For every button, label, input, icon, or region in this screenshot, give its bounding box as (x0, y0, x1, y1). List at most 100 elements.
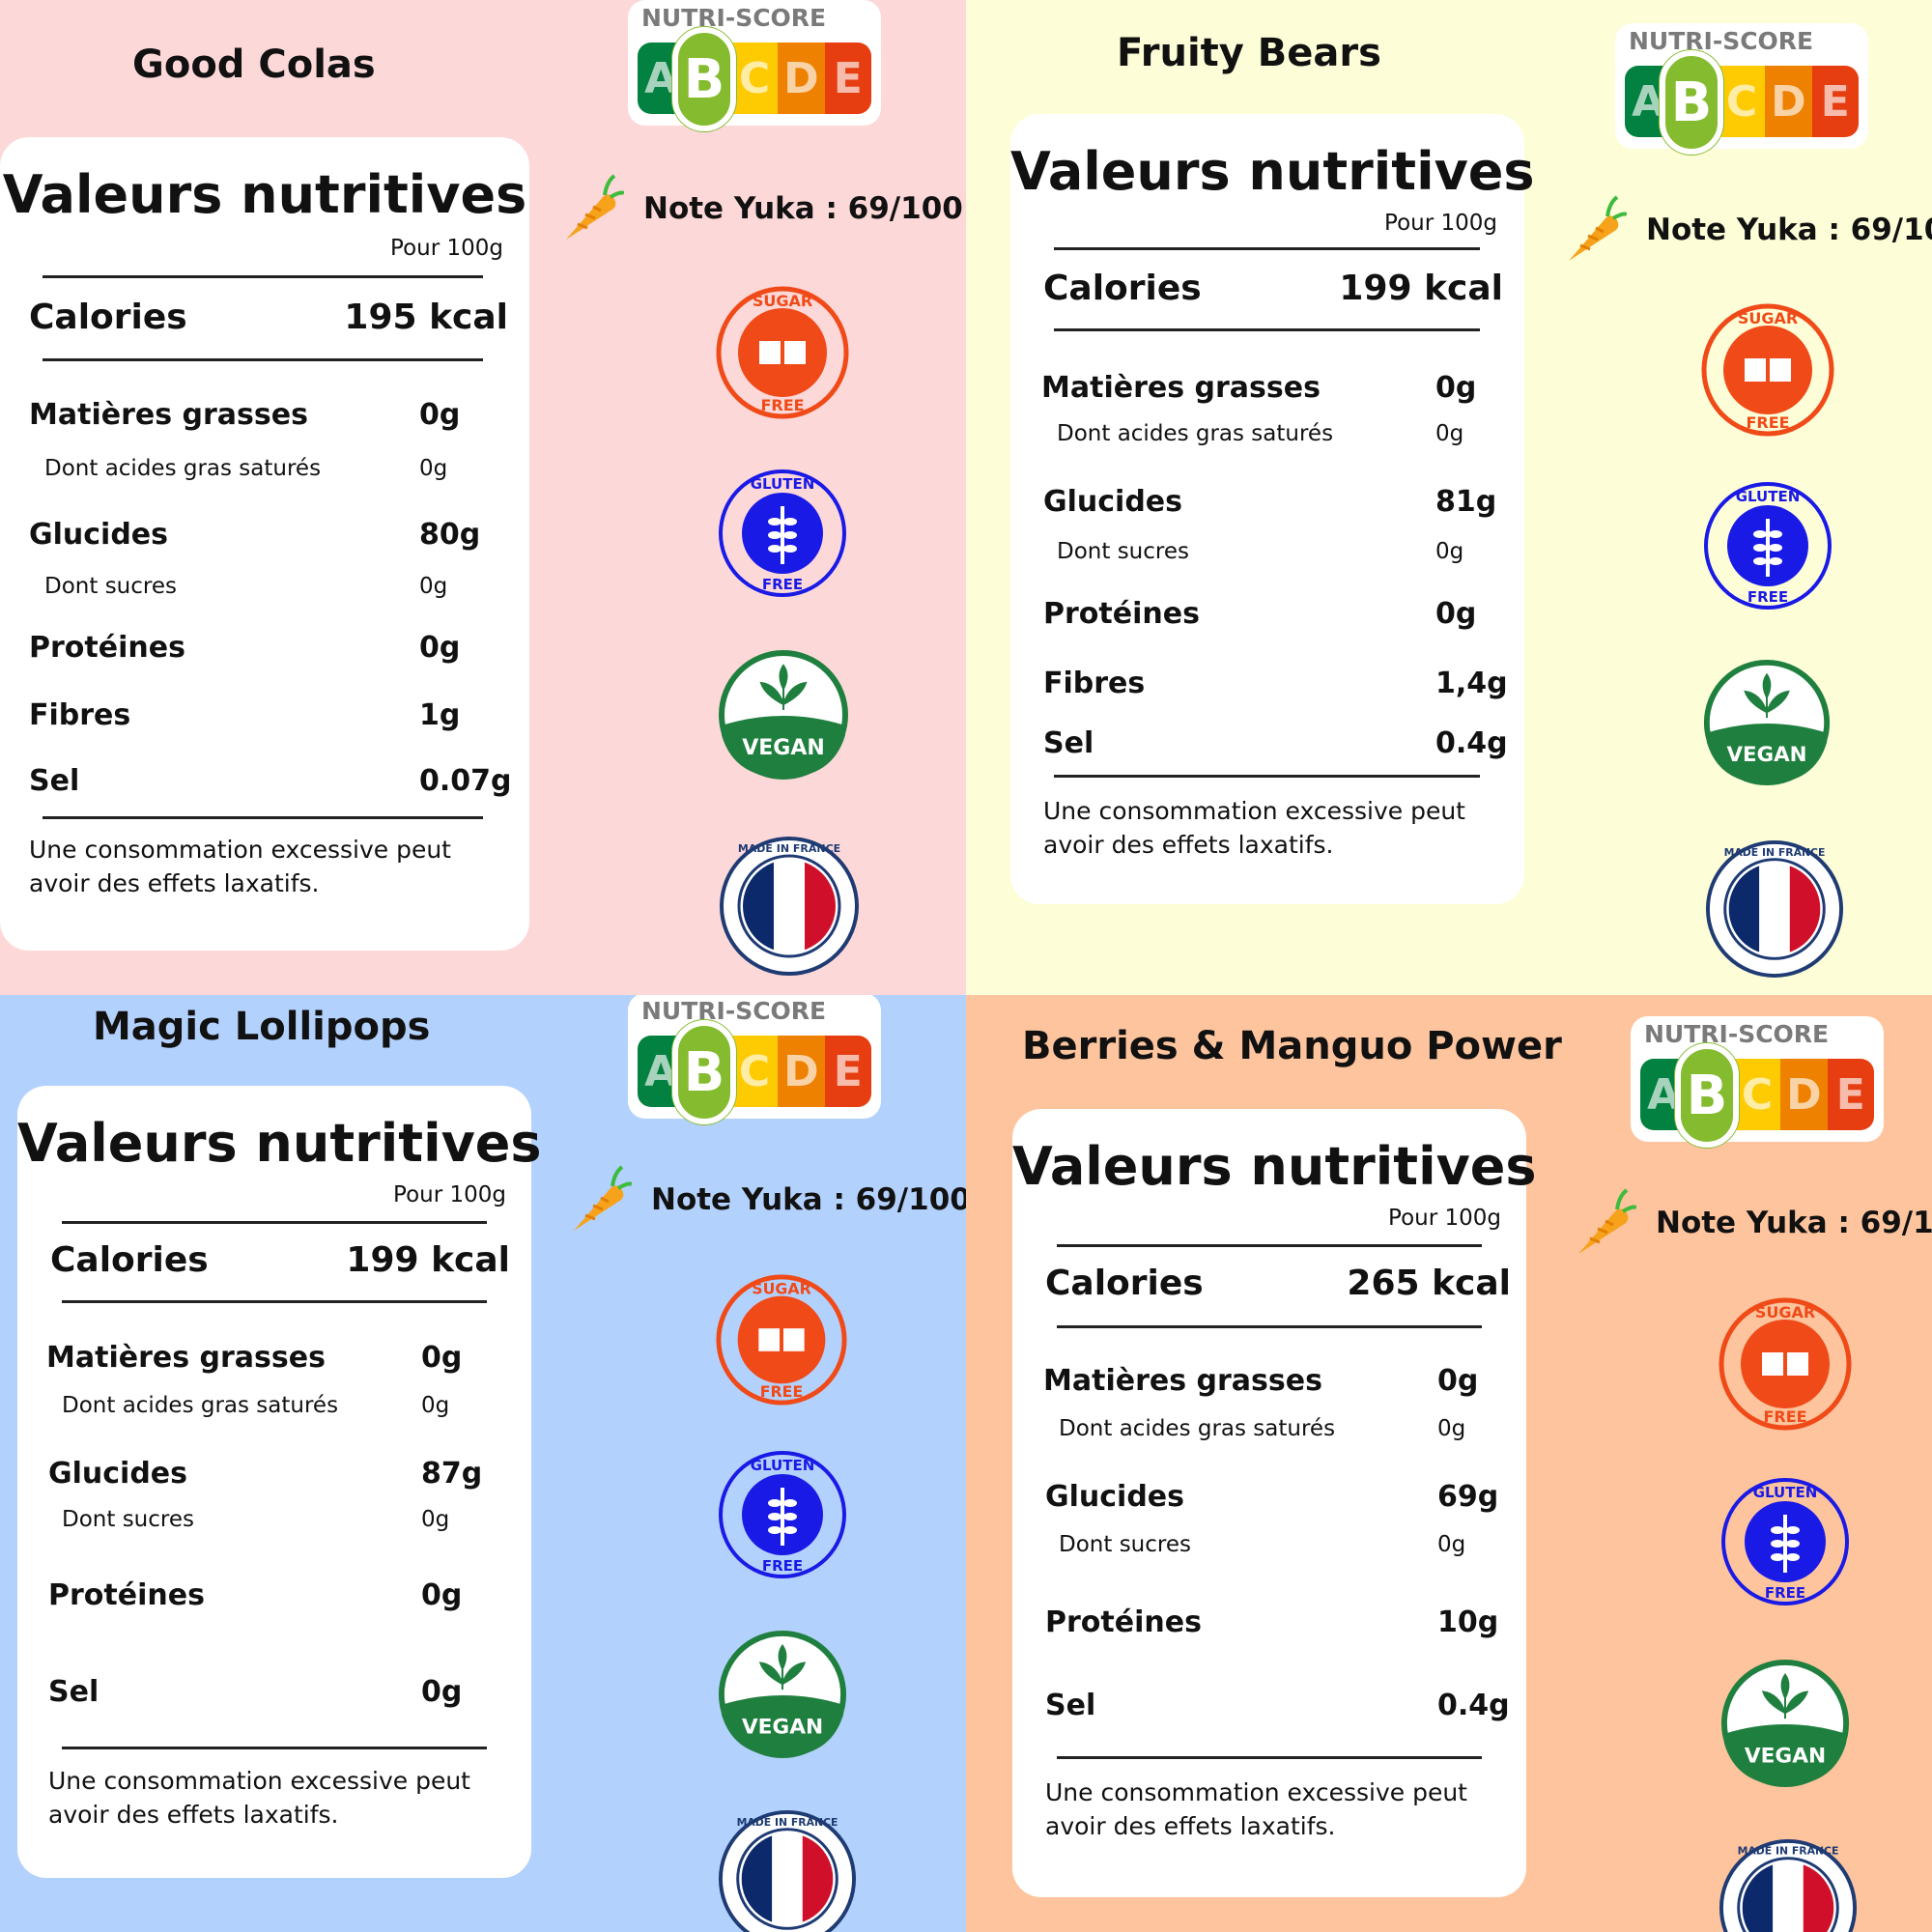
gluten-free-icon: GLUTEN FREE (719, 469, 846, 597)
sugar-free-icon: SUGAR FREE (1701, 303, 1834, 437)
carbs-value: 80g (419, 518, 481, 552)
gluten-top-text: GLUTEN (1753, 1484, 1818, 1501)
fat-value: 0g (1435, 371, 1477, 405)
calories-value: 265 kcal (1347, 1264, 1511, 1303)
fat-label: Matières grasses (29, 398, 308, 432)
fat-row: Matières grasses 0g (29, 398, 508, 432)
nutrition-panel: Valeurs nutritives Pour 100g Calories 19… (0, 137, 529, 951)
product-title: Magic Lollipops (93, 1005, 431, 1049)
gluten-bottom-text: FREE (762, 576, 803, 593)
sat-fat-row: Dont acides gras saturés 0g (1057, 421, 1524, 446)
product-magic-lollipops: Magic Lollipops Valeurs nutritives Pour … (0, 995, 966, 1932)
per-100g: Pour 100g (1388, 1206, 1501, 1231)
sat-fat-value: 0g (1435, 421, 1464, 446)
laxative-warning: Une consommation excessive peut avoir de… (1045, 1778, 1467, 1840)
nutri-e: E (1827, 1059, 1874, 1130)
nutri-c: C (730, 1036, 779, 1107)
panel-title: Valeurs nutritives (2, 164, 527, 225)
product-title: Good Colas (132, 43, 376, 87)
salt-row: Sel 0g (48, 1675, 510, 1709)
sugars-row: Dont sucres 0g (1059, 1532, 1526, 1557)
sugar-bottom-text: FREE (760, 396, 804, 414)
protein-value: 0g (421, 1578, 463, 1612)
nutri-score-grade: B (1660, 50, 1723, 155)
yuka-score: Note Yuka : 69/100 (1569, 1184, 1932, 1262)
nutri-score-label: NUTRI-SCORE (641, 997, 827, 1025)
sat-fat-row: Dont acides gras saturés 0g (44, 456, 508, 481)
gluten-bottom-text: FREE (1765, 1584, 1805, 1602)
nutri-score-grade: B (1675, 1043, 1739, 1148)
fiber-label: Fibres (1043, 667, 1146, 700)
sat-fat-value: 0g (1437, 1416, 1466, 1441)
divider (1057, 1325, 1482, 1328)
sat-fat-label: Dont acides gras saturés (1057, 421, 1334, 446)
gluten-top-text: GLUTEN (751, 475, 815, 493)
calories-label: Calories (1043, 269, 1202, 308)
product-fruity-bears: Fruity Bears Valeurs nutritives Pour 100… (966, 0, 1932, 995)
per-100g: Pour 100g (390, 236, 503, 261)
divider (62, 1747, 487, 1749)
per-100g: Pour 100g (1384, 211, 1497, 236)
made-in-france-icon: MADE IN FRANCE (1719, 1838, 1858, 1932)
salt-label: Sel (1045, 1689, 1096, 1722)
carbs-row: Glucides 80g (29, 518, 508, 552)
vegan-text: VEGAN (742, 736, 825, 760)
salt-label: Sel (48, 1675, 99, 1709)
nutri-d: D (778, 1036, 825, 1107)
salt-row: Sel 0.07g (29, 764, 512, 798)
sat-fat-row: Dont acides gras saturés 0g (1059, 1416, 1526, 1441)
product-title: Berries & Manguo Power (1022, 1024, 1562, 1068)
gluten-free-icon: GLUTEN FREE (1721, 1478, 1849, 1605)
sugar-free-icon: SUGAR FREE (716, 286, 849, 419)
calories-label: Calories (1045, 1264, 1204, 1303)
carbs-value: 69g (1437, 1480, 1499, 1514)
sugars-value: 0g (1437, 1532, 1466, 1557)
france-text: MADE IN FRANCE (737, 1816, 838, 1829)
nutri-e: E (824, 1036, 871, 1107)
calories-label: Calories (50, 1240, 209, 1280)
fat-label: Matières grasses (1041, 371, 1321, 405)
divider (1057, 1756, 1482, 1759)
sugar-free-icon: SUGAR FREE (1719, 1297, 1852, 1431)
nutri-e: E (824, 43, 871, 114)
yuka-score: Note Yuka : 69/100 (1559, 191, 1932, 269)
carbs-label: Glucides (1045, 1480, 1185, 1514)
made-in-france-icon: MADE IN FRANCE (1705, 839, 1844, 979)
protein-row: Protéines 0g (1043, 597, 1524, 631)
fat-label: Matières grasses (46, 1341, 326, 1375)
sugars-row: Dont sucres 0g (1057, 539, 1524, 564)
sugar-top-text: SUGAR (753, 292, 812, 310)
fiber-label: Fibres (29, 698, 131, 732)
protein-row: Protéines 0g (48, 1578, 510, 1612)
gluten-free-icon: GLUTEN FREE (719, 1451, 846, 1578)
sat-fat-label: Dont acides gras saturés (44, 456, 322, 481)
protein-row: Protéines 10g (1045, 1605, 1526, 1639)
laxative-warning: Une consommation excessive peut avoir de… (1043, 797, 1465, 859)
salt-row: Sel 0.4g (1045, 1689, 1526, 1722)
sat-fat-label: Dont acides gras saturés (1059, 1416, 1336, 1441)
france-text: MADE IN FRANCE (738, 842, 840, 855)
yuka-score: Note Yuka : 69/100 (556, 170, 963, 247)
salt-label: Sel (1043, 726, 1094, 760)
carbs-row: Glucides 81g (1043, 485, 1524, 519)
sat-fat-value: 0g (421, 1393, 450, 1418)
carbs-label: Glucides (29, 518, 169, 552)
fiber-row: Fibres 1,4g (1043, 667, 1524, 700)
sugars-value: 0g (419, 574, 448, 599)
nutrition-panel: Valeurs nutritives Pour 100g Calories 19… (17, 1086, 542, 1878)
carbs-label: Glucides (48, 1457, 188, 1491)
sugar-free-icon: SUGAR FREE (716, 1274, 847, 1406)
vegan-text: VEGAN (1726, 743, 1806, 767)
nutri-score: NUTRI-SCORE A B C D E B (1615, 23, 1868, 155)
sugars-label: Dont sucres (1057, 539, 1189, 564)
sugar-top-text: SUGAR (1755, 1303, 1815, 1321)
divider (62, 1300, 487, 1303)
nutri-d: D (1780, 1059, 1828, 1130)
salt-value: 0.4g (1437, 1689, 1510, 1722)
sugars-label: Dont sucres (1059, 1532, 1191, 1557)
sat-fat-row: Dont acides gras saturés 0g (62, 1393, 510, 1418)
vegan-icon: VEGAN (1720, 1659, 1850, 1788)
panel-title: Valeurs nutritives (1012, 1136, 1537, 1197)
product-good-colas: Good Colas Valeurs nutritives Pour 100g … (0, 0, 966, 995)
sugars-value: 0g (421, 1507, 450, 1532)
